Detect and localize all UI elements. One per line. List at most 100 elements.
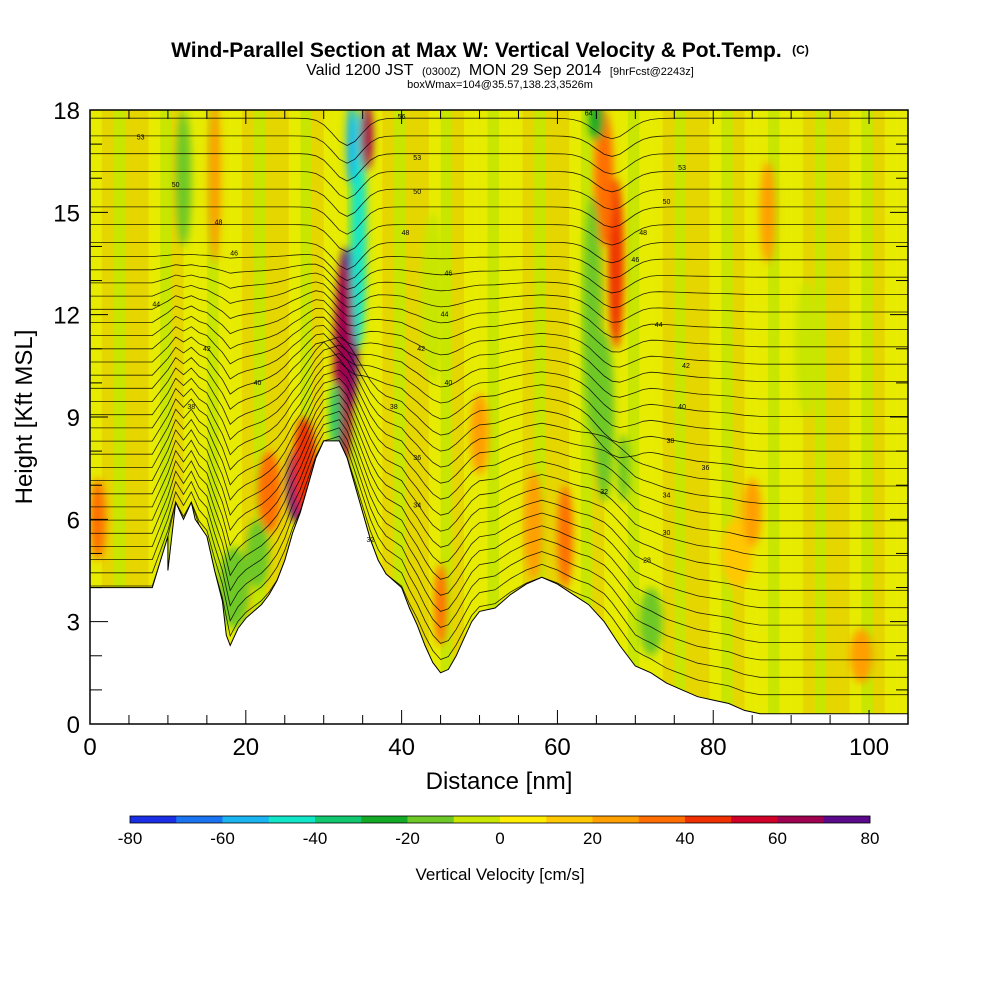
colorbar-tick-labels: -80 -60 -40 -20 0 20 40 60 80 — [118, 829, 880, 848]
contour-label: 40 — [254, 380, 262, 387]
theta-contour — [90, 402, 908, 591]
velocity-feature — [849, 628, 873, 684]
contour-label: 42 — [203, 346, 211, 353]
chart-title: Wind-Parallel Section at Max W: Vertical… — [171, 39, 809, 62]
chart-subtitle: Valid 1200 JST (0300Z) MON 29 Sep 2014 [… — [306, 62, 694, 79]
velocity-feature — [759, 161, 776, 264]
contour-label: 48 — [215, 220, 223, 227]
velocity-stripe — [732, 110, 745, 724]
x-tick-label: 80 — [700, 734, 727, 761]
colorbar-swatch — [685, 816, 732, 823]
contour-label: 34 — [663, 492, 671, 499]
colorbar-swatch — [777, 816, 825, 823]
colorbar — [129, 815, 871, 824]
subtitle-forecast: [9hrFcst@2243z] — [610, 66, 694, 78]
y-tick-label: 0 — [67, 712, 80, 739]
contour-label: 32 — [600, 489, 608, 496]
colorbar-swatch — [500, 816, 547, 823]
velocity-feature — [617, 434, 630, 503]
velocity-stripe — [849, 110, 862, 724]
velocity-stripe — [826, 110, 839, 724]
colorbar-swatch — [268, 816, 316, 823]
y-tick-label: 6 — [67, 507, 80, 534]
contour-label: 30 — [663, 530, 671, 537]
contour-label: 48 — [639, 230, 647, 237]
velocity-feature — [594, 331, 615, 503]
colorbar-swatch — [592, 816, 640, 823]
theta-contour — [90, 242, 908, 271]
contour-label: 53 — [137, 134, 145, 141]
axis-ticks — [89, 109, 909, 725]
colorbar-tick-label: -40 — [303, 829, 328, 848]
velocity-stripe — [393, 110, 407, 724]
colorbar-swatch — [222, 816, 270, 823]
theta-contour — [90, 336, 908, 452]
terrain-mask — [90, 440, 908, 724]
contour-label: 64 — [585, 110, 593, 117]
contour-label: 46 — [230, 250, 238, 257]
y-tick-label: 3 — [67, 610, 80, 637]
theta-contour — [90, 394, 908, 574]
theta-contour — [90, 410, 908, 609]
velocity-feature — [795, 280, 819, 417]
x-tick-label: 20 — [232, 734, 259, 761]
velocity-feature — [346, 110, 356, 186]
velocity-stripe — [136, 110, 149, 724]
colorbar-frame — [129, 815, 871, 824]
velocity-feature — [588, 110, 605, 141]
colorbar-swatch — [176, 816, 223, 823]
contour-label: 53 — [413, 155, 421, 162]
theta-contour — [90, 263, 908, 294]
y-tick-label: 15 — [53, 200, 80, 227]
velocity-stripe — [382, 110, 395, 724]
subtitle-zulu: (0300Z) — [422, 66, 461, 78]
contour-label: 48 — [402, 230, 410, 237]
velocity-stripe — [756, 110, 769, 724]
velocity-stripe — [452, 110, 465, 724]
contour-label: 38 — [390, 404, 398, 411]
plot-area: 5350484644424038565350484644424038363432… — [90, 110, 908, 724]
y-axis-label: Height [Kft MSL] — [11, 330, 38, 505]
velocity-stripe — [487, 110, 500, 724]
colorbar-tick-label: -20 — [395, 829, 420, 848]
velocity-feature — [208, 110, 221, 264]
theta-contour — [90, 307, 908, 368]
velocity-stripe — [627, 110, 640, 724]
colorbar-swatch — [407, 816, 455, 823]
contour-label: 42 — [417, 346, 425, 353]
contour-label: 28 — [643, 557, 651, 564]
theta-contour — [90, 153, 908, 182]
colorbar-tick-label: 20 — [583, 829, 602, 848]
colorbar-swatch — [638, 816, 686, 823]
y-tick-label: 9 — [67, 405, 80, 432]
colorbar-tick-label: 0 — [495, 829, 504, 848]
velocity-stripe — [569, 110, 582, 724]
theta-contour — [90, 419, 908, 626]
colorbar-tick-label: -80 — [118, 829, 143, 848]
theta-contour — [90, 171, 908, 200]
velocity-feature — [257, 451, 281, 533]
velocity-stripe — [837, 110, 851, 724]
theta-contour — [90, 117, 908, 146]
theta-contour — [90, 361, 908, 504]
contour-label: 46 — [444, 271, 452, 278]
x-tick-label: 40 — [388, 734, 415, 761]
contour-label: 36 — [702, 465, 710, 472]
contour-label: 44 — [152, 301, 160, 308]
contour-label: 53 — [678, 165, 686, 172]
contour-label: 44 — [655, 322, 663, 329]
potential-temperature-contours — [90, 117, 908, 696]
contour-label: 34 — [413, 503, 421, 510]
colorbar-swatch — [823, 816, 871, 823]
colorbar-tick-label: 80 — [861, 829, 880, 848]
theta-contour — [90, 272, 908, 309]
colorbar-swatch — [453, 816, 501, 823]
theta-contour — [90, 377, 908, 539]
theta-contour — [90, 427, 908, 643]
velocity-stripe — [861, 110, 874, 724]
contour-label: 40 — [444, 380, 452, 387]
colorbar-swatch — [361, 816, 408, 823]
contour-label: 46 — [631, 257, 639, 264]
velocity-stripe — [744, 110, 757, 724]
